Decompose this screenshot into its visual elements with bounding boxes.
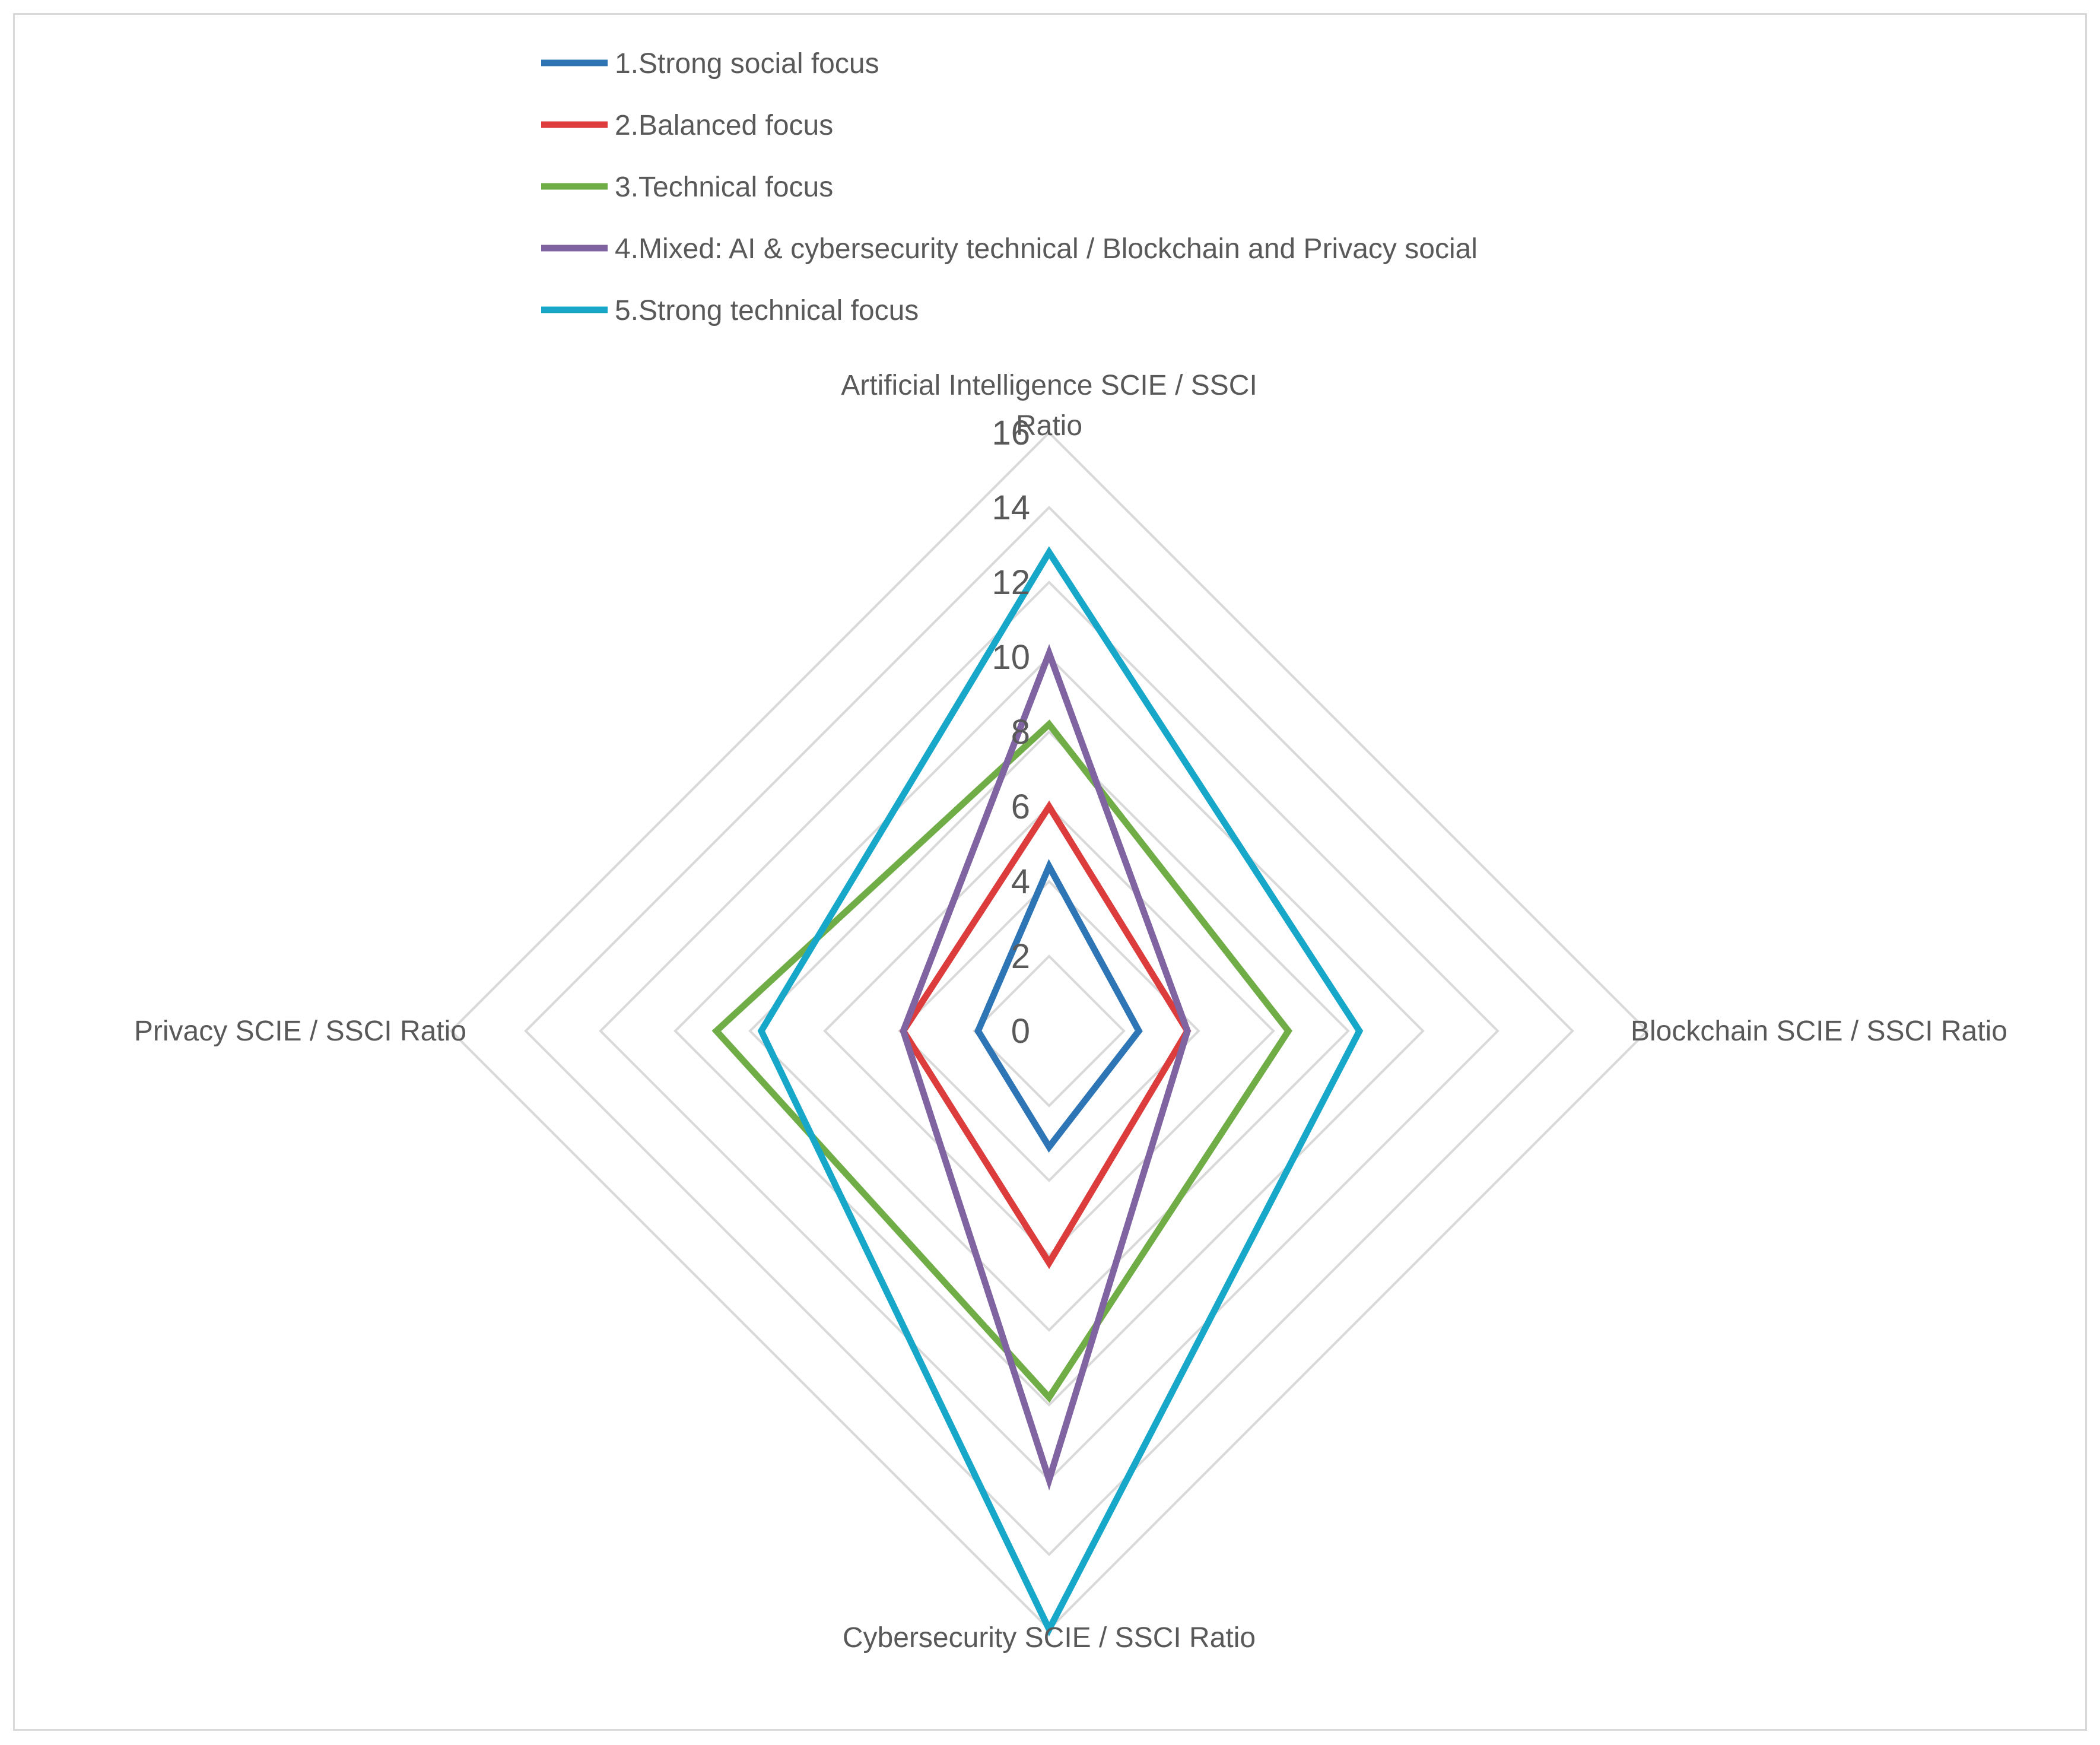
series-line-4 bbox=[900, 644, 1191, 1491]
grid-ring-2 bbox=[973, 954, 1126, 1108]
series-line-3 bbox=[711, 719, 1292, 1403]
grid-ring-14 bbox=[524, 506, 1574, 1556]
series-line-5 bbox=[757, 546, 1364, 1637]
legend-item-5: 5.Strong technical focus bbox=[541, 295, 919, 326]
grid-ring-16 bbox=[449, 431, 1649, 1631]
legend-label-1: 1.Strong social focus bbox=[615, 48, 879, 80]
tick-label-10: 10 bbox=[992, 638, 1030, 677]
tick-label-6: 6 bbox=[1011, 788, 1030, 826]
legend-label-4: 4.Mixed: AI & cybersecurity technical / … bbox=[615, 233, 1478, 265]
tick-label-16: 16 bbox=[992, 414, 1030, 452]
legend-item-2: 2.Balanced focus bbox=[541, 110, 833, 141]
series-line-2 bbox=[899, 800, 1192, 1270]
legend-item-4: 4.Mixed: AI & cybersecurity technical / … bbox=[541, 233, 1478, 265]
tick-label-4: 4 bbox=[1011, 862, 1030, 901]
legend-item-3: 3.Technical focus bbox=[541, 172, 833, 203]
grid-ring-8 bbox=[748, 730, 1350, 1332]
axis-label-2: Blockchain SCIE / SSCI Ratio bbox=[1631, 1016, 2007, 1047]
legend-label-2: 2.Balanced focus bbox=[615, 110, 833, 141]
grid-ring-4 bbox=[898, 880, 1200, 1182]
grid-ring-6 bbox=[823, 805, 1275, 1257]
grid-ring-12 bbox=[599, 580, 1499, 1481]
radial-ticks: 0 2 4 6 8 10 12 14 16 bbox=[992, 414, 1030, 1051]
tick-label-12: 12 bbox=[992, 563, 1030, 602]
axis-labels: Artificial Intelligence SCIE / SSCI Ratio… bbox=[134, 370, 2007, 1654]
tick-label-8: 8 bbox=[1011, 713, 1030, 751]
tick-label-0: 0 bbox=[1011, 1012, 1030, 1051]
legend: 1.Strong social focus 2.Balanced focus 3.T… bbox=[541, 48, 1478, 326]
legend-label-5: 5.Strong technical focus bbox=[615, 295, 919, 326]
axis-label-1: Artificial Intelligence SCIE / SSCI Ratio bbox=[841, 370, 1257, 442]
axis-label-4: Privacy SCIE / SSCI Ratio bbox=[134, 1016, 466, 1047]
tick-label-14: 14 bbox=[992, 488, 1030, 527]
series-line-1 bbox=[974, 859, 1143, 1153]
tick-label-2: 2 bbox=[1011, 937, 1030, 976]
series-lines bbox=[711, 546, 1364, 1637]
legend-label-3: 3.Technical focus bbox=[615, 172, 833, 203]
axis-label-3: Cybersecurity SCIE / SSCI Ratio bbox=[843, 1622, 1256, 1654]
grid-ring-10 bbox=[673, 655, 1425, 1407]
grid bbox=[449, 431, 1649, 1631]
legend-item-1: 1.Strong social focus bbox=[541, 48, 879, 80]
